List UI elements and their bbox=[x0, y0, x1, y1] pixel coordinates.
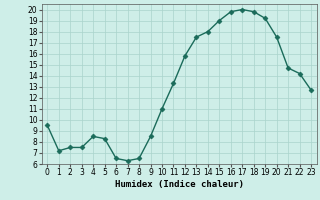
X-axis label: Humidex (Indice chaleur): Humidex (Indice chaleur) bbox=[115, 180, 244, 189]
